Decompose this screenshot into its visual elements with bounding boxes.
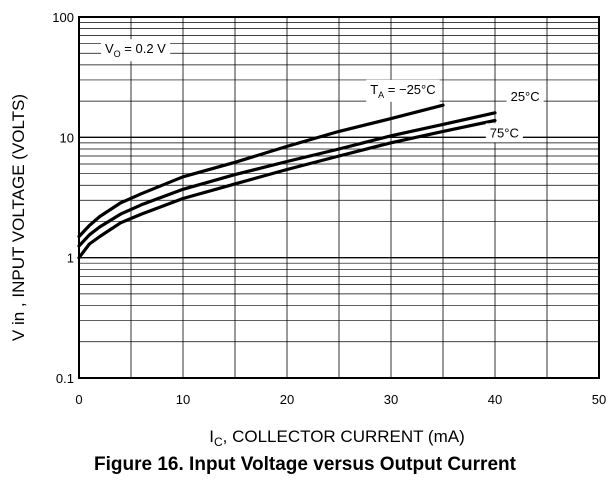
series-label-sub: A — [378, 90, 384, 100]
x-tick-label: 50 — [592, 392, 606, 407]
condition-label: VO = 0.2 V — [105, 41, 166, 59]
chart: 0.1 1 10 100 0 10 20 30 40 50 VO = 0.2 V TA = −2… — [9, 10, 606, 449]
x-axis-label: IC, COLLECTOR CURRENT (mA) — [209, 427, 465, 449]
x-tick-label: 10 — [176, 392, 190, 407]
series-label-main: T — [370, 82, 378, 97]
y-tick-label: 10 — [60, 130, 74, 145]
x-axis-label-rest: , COLLECTOR CURRENT (mA) — [223, 427, 465, 446]
x-axis-label-main: I — [209, 427, 214, 446]
y-tick-label: 1 — [67, 251, 74, 266]
x-tick-label: 20 — [280, 392, 294, 407]
curves — [77, 103, 497, 260]
series-label-bg — [506, 87, 544, 107]
series-label-75c: 75°C — [490, 125, 519, 140]
series-label-minus25c: TA = −25°C — [370, 82, 435, 100]
series-label-bg — [485, 123, 523, 143]
y-tick-label: 100 — [52, 10, 74, 25]
condition-main: V — [105, 41, 114, 56]
figure-caption: Figure 16. Input Voltage versus Output C… — [94, 454, 516, 475]
x-axis-label-sub: C — [214, 435, 223, 449]
plot-frame — [78, 16, 600, 379]
series-line-1 — [77, 111, 497, 248]
series-line-2 — [77, 118, 497, 260]
condition-rest: = 0.2 V — [121, 41, 166, 56]
x-tick-labels: 0 10 20 30 40 50 — [75, 392, 606, 407]
series-label-bg — [366, 79, 440, 102]
y-axis-label: V in , INPUT VOLTAGE (VOLTS) — [9, 94, 28, 341]
x-tick-label: 30 — [384, 392, 398, 407]
condition-sub: O — [114, 49, 121, 59]
series-line-0 — [77, 103, 445, 239]
series-label-25c: 25°C — [511, 89, 540, 104]
condition-label-bg — [101, 39, 171, 62]
x-tick-label: 40 — [488, 392, 502, 407]
x-tick-label: 0 — [75, 392, 82, 407]
y-tick-labels: 0.1 1 10 100 — [52, 10, 74, 386]
y-tick-label: 0.1 — [56, 371, 74, 386]
series-label-rest: = −25°C — [384, 82, 435, 97]
